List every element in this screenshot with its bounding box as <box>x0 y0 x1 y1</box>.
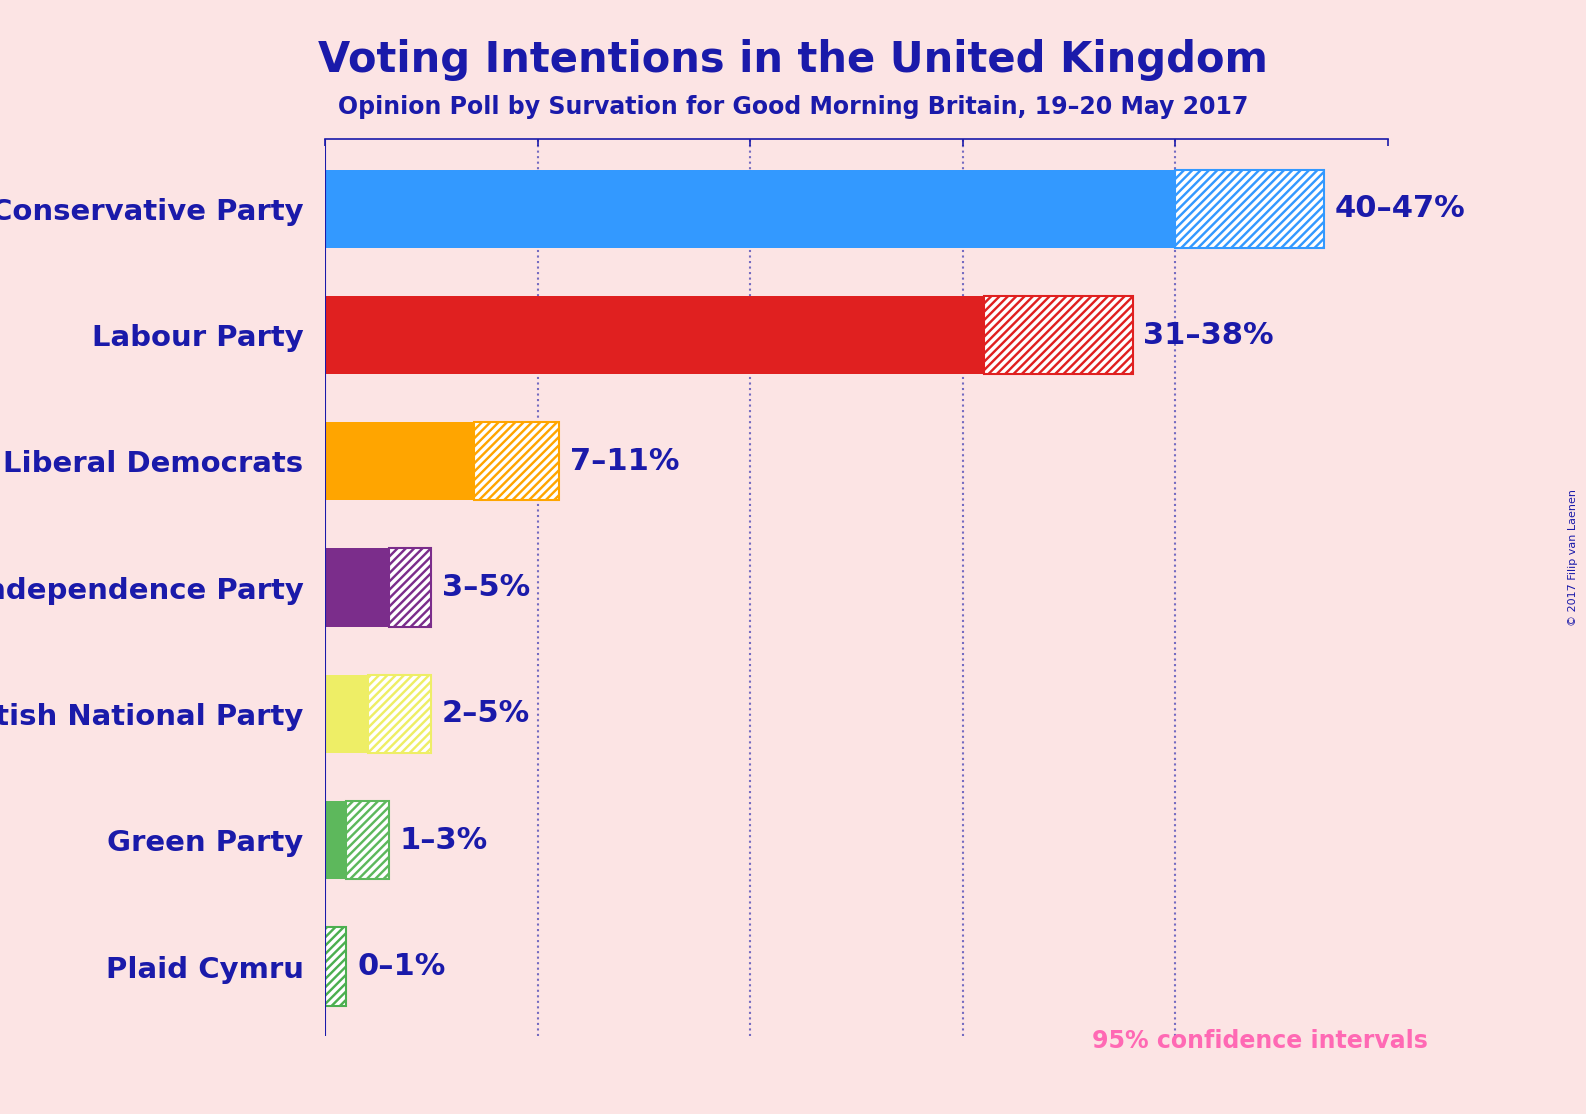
Bar <box>389 548 431 627</box>
Text: 31–38%: 31–38% <box>1144 321 1274 350</box>
Bar <box>474 422 558 500</box>
Bar <box>389 548 431 627</box>
Bar <box>368 675 431 753</box>
Bar <box>983 296 1132 374</box>
Bar <box>346 801 389 879</box>
Bar <box>325 422 474 500</box>
Text: 40–47%: 40–47% <box>1334 194 1465 223</box>
Bar <box>1175 169 1324 248</box>
Bar <box>368 675 431 753</box>
Bar <box>1175 169 1324 248</box>
Bar <box>368 675 431 753</box>
Bar <box>1175 169 1324 248</box>
Bar <box>325 927 346 1006</box>
Bar <box>389 548 431 627</box>
Bar <box>325 927 346 1006</box>
Bar <box>346 801 389 879</box>
Text: 0–1%: 0–1% <box>357 952 446 981</box>
Bar <box>325 296 983 374</box>
Bar <box>325 169 1175 248</box>
Text: © 2017 Filip van Laenen: © 2017 Filip van Laenen <box>1569 489 1578 625</box>
Bar <box>325 927 346 1006</box>
Text: Voting Intentions in the United Kingdom: Voting Intentions in the United Kingdom <box>319 39 1267 81</box>
Bar <box>325 801 346 879</box>
Bar <box>474 422 558 500</box>
Text: Opinion Poll by Survation for Good Morning Britain, 19–20 May 2017: Opinion Poll by Survation for Good Morni… <box>338 95 1248 119</box>
Text: 1–3%: 1–3% <box>400 825 488 854</box>
Bar <box>325 548 389 627</box>
Bar <box>474 422 558 500</box>
Bar <box>325 675 368 753</box>
Text: 2–5%: 2–5% <box>442 700 530 729</box>
Text: 95% confidence intervals: 95% confidence intervals <box>1091 1028 1427 1053</box>
Text: 3–5%: 3–5% <box>442 573 530 603</box>
Bar <box>983 296 1132 374</box>
Text: 7–11%: 7–11% <box>569 447 679 476</box>
Bar <box>983 296 1132 374</box>
Bar <box>346 801 389 879</box>
